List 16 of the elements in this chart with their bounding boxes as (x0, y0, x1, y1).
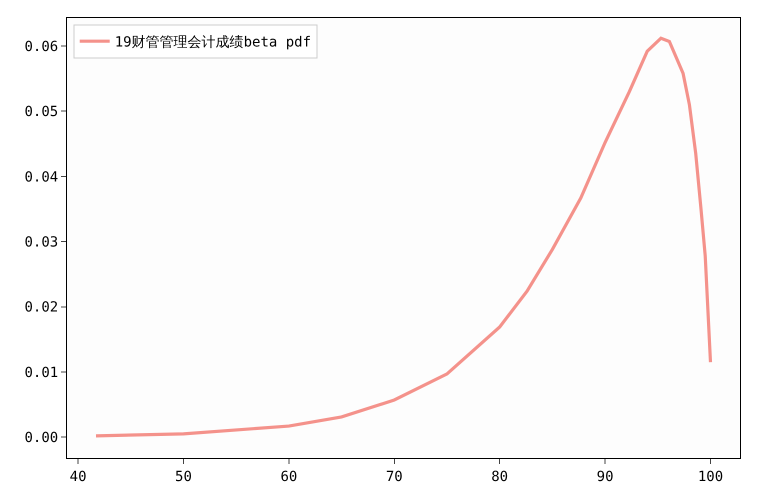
legend-label: 19财管管理会计成绩beta pdf (114, 34, 312, 51)
x-tick-label: 100 (698, 468, 724, 485)
y-tick-label: 0.02 (24, 300, 58, 316)
y-tick-label: 0.04 (24, 169, 58, 186)
y-tick-label: 0.01 (24, 364, 58, 381)
line-series (94, 36, 712, 438)
x-tick-label: 90 (596, 468, 614, 485)
y-tick-label: 0.05 (24, 104, 58, 120)
y-tick-label: 0.00 (24, 430, 58, 446)
x-tick-label: 40 (70, 468, 86, 485)
y-tick-label: 0.06 (24, 38, 58, 55)
x-tick-label: 80 (491, 468, 508, 485)
x-tick-label: 70 (386, 468, 403, 485)
x-tick-label: 60 (280, 468, 298, 485)
y-tick-label: 0.03 (24, 234, 58, 250)
x-tick-label: 50 (175, 468, 192, 485)
